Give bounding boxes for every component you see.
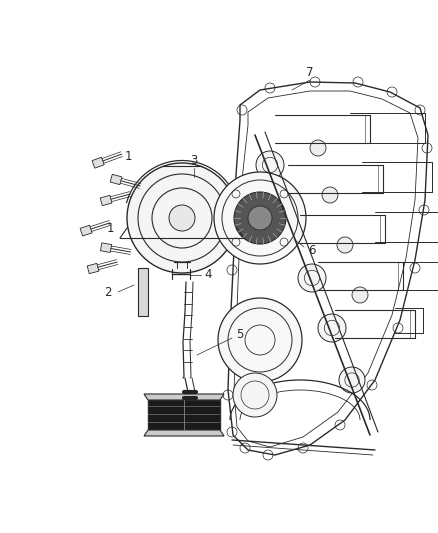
Circle shape [322,187,338,203]
Circle shape [233,373,277,417]
Circle shape [276,204,304,232]
Circle shape [318,314,346,342]
Text: 7: 7 [306,67,314,79]
Polygon shape [87,263,99,273]
Text: 2: 2 [104,286,112,298]
Text: 5: 5 [237,328,244,342]
Circle shape [298,264,326,292]
Circle shape [256,151,284,179]
Polygon shape [138,268,148,316]
Circle shape [234,192,286,244]
Polygon shape [110,174,122,184]
Polygon shape [92,157,104,168]
Circle shape [218,298,302,382]
Text: 1: 1 [106,222,114,235]
Text: 4: 4 [204,269,212,281]
Text: 6: 6 [308,244,316,256]
Polygon shape [100,243,112,253]
Polygon shape [148,400,220,430]
Polygon shape [144,394,224,400]
Circle shape [214,172,306,264]
Circle shape [248,206,272,230]
Circle shape [169,205,195,231]
Polygon shape [144,430,224,436]
Circle shape [352,287,368,303]
Circle shape [127,163,237,273]
Text: 1: 1 [124,150,132,164]
Polygon shape [100,196,112,206]
Circle shape [337,237,353,253]
Text: 3: 3 [191,154,198,166]
Circle shape [339,367,365,393]
Circle shape [310,140,326,156]
Polygon shape [80,225,92,236]
